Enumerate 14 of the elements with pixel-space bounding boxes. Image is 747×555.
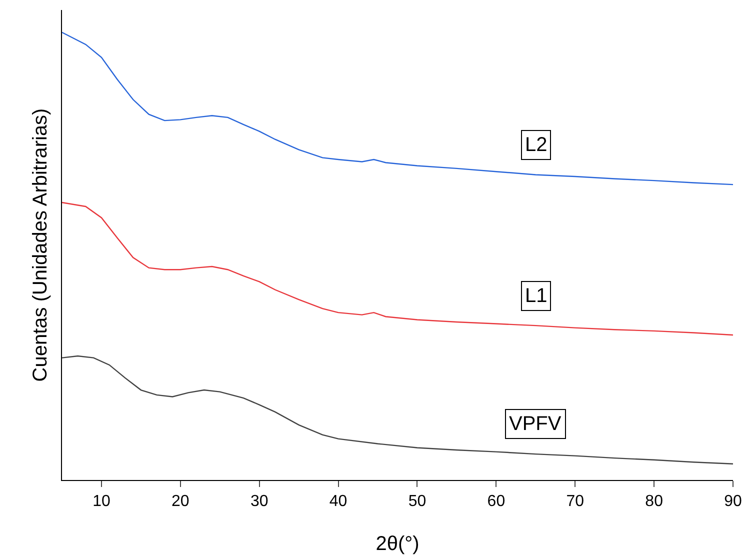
x-tick-label: 70 (566, 493, 584, 510)
x-tick-label: 30 (250, 493, 268, 510)
x-tick-label: 90 (724, 493, 742, 510)
x-tick-label: 80 (645, 493, 664, 510)
x-tick-label: 50 (408, 493, 426, 510)
y-axis-title: Cuentas (Unidades Arbitrarias) (30, 108, 52, 382)
series-label: L1 (525, 285, 548, 307)
series-label: VPFV (509, 413, 562, 435)
x-tick-label: 20 (172, 493, 190, 510)
x-tick-label: 60 (487, 493, 506, 510)
series-label: L2 (525, 134, 548, 156)
x-tick-label: 10 (92, 493, 110, 510)
x-axis-title: 2θ(°) (376, 533, 420, 555)
x-tick-label: 40 (329, 493, 348, 510)
